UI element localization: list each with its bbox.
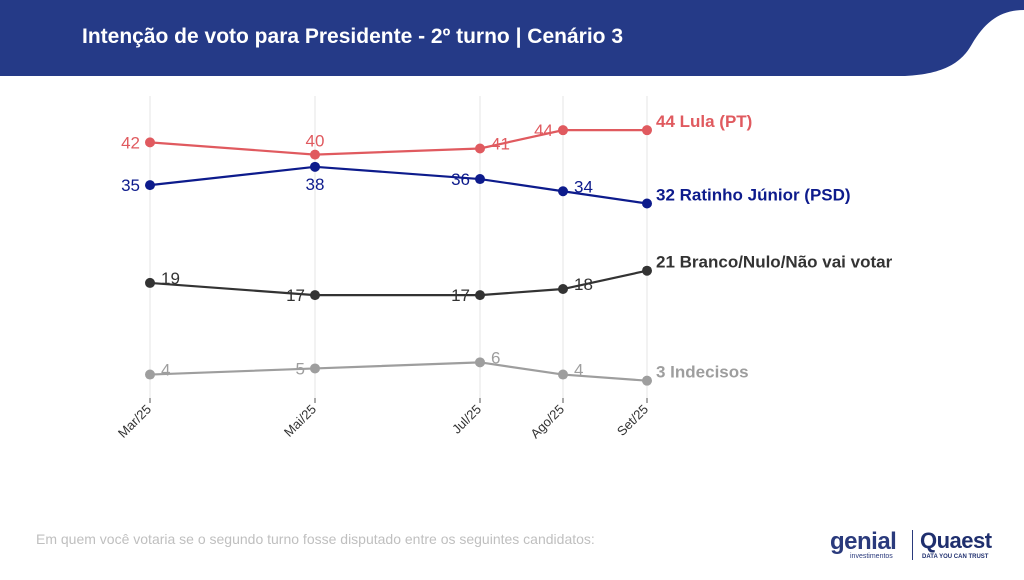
data-point-ratinho-3: [558, 186, 568, 197]
end-label-lula: 44 Lula (PT): [656, 112, 752, 131]
genial-logo: genial: [830, 528, 897, 555]
data-point-lula-0: [145, 137, 155, 148]
data-label-ratinho-3: 34: [574, 177, 593, 196]
end-label-ratinho: 32 Ratinho Júnior (PSD): [656, 185, 851, 204]
header-banner: Intenção de voto para Presidente - 2º tu…: [0, 0, 1024, 76]
x-tick-label-1: Mai/25: [281, 402, 319, 440]
data-point-branco-3: [558, 284, 568, 295]
data-point-ratinho-4: [642, 198, 652, 209]
data-point-lula-1: [310, 149, 320, 160]
data-point-indecisos-0: [145, 369, 155, 380]
x-tick-label-0: Mar/25: [115, 402, 154, 441]
data-label-ratinho-2: 36: [451, 170, 470, 189]
x-tick-label-3: Ago/25: [527, 402, 567, 442]
data-point-branco-1: [310, 290, 320, 301]
data-label-indecisos-3: 4: [574, 361, 583, 380]
data-label-indecisos-0: 4: [161, 361, 170, 380]
data-point-branco-2: [475, 290, 485, 301]
x-tick-label-2: Jul/25: [449, 402, 484, 437]
question-footnote: Em quem você votaria se o segundo turno …: [36, 531, 595, 547]
data-point-indecisos-4: [642, 375, 652, 386]
data-label-branco-0: 19: [161, 269, 180, 288]
chart-title: Intenção de voto para Presidente - 2º tu…: [82, 25, 623, 48]
data-label-lula-2: 41: [491, 134, 510, 153]
series-line-ratinho: [149, 165, 648, 205]
data-label-lula-0: 42: [121, 133, 140, 152]
series-line-indecisos: [149, 361, 648, 382]
data-label-lula-3: 44: [534, 121, 553, 140]
data-label-indecisos-1: 5: [296, 359, 305, 378]
x-tick-label-4: Set/25: [614, 402, 651, 439]
quaest-logo-tagline: DATA YOU CAN TRUST: [922, 554, 989, 560]
data-label-indecisos-2: 6: [491, 348, 500, 367]
data-point-lula-3: [558, 125, 568, 136]
data-point-lula-2: [475, 143, 485, 154]
data-label-branco-2: 17: [451, 286, 470, 305]
data-point-indecisos-1: [310, 363, 320, 374]
data-label-branco-3: 18: [574, 275, 593, 294]
quaest-logo: Quaest: [920, 528, 992, 553]
series-line-branco: [149, 269, 648, 297]
header-background: [0, 0, 1024, 76]
data-label-branco-1: 17: [286, 286, 305, 305]
data-point-branco-0: [145, 277, 155, 288]
data-point-lula-4: [642, 125, 652, 136]
logo-divider: [912, 530, 913, 560]
series-line-lula: [149, 129, 647, 156]
genial-logo-subtitle: investimentos: [850, 553, 893, 560]
data-point-ratinho-2: [475, 174, 485, 185]
data-label-lula-1: 40: [306, 132, 325, 151]
data-label-ratinho-1: 38: [306, 175, 325, 194]
brand-logos: genial investimentos Quaest DATA YOU CAN…: [828, 526, 1004, 566]
data-point-ratinho-0: [145, 180, 155, 191]
data-point-indecisos-3: [558, 369, 568, 380]
data-label-ratinho-0: 35: [121, 176, 140, 195]
end-label-indecisos: 3 Indecisos: [656, 363, 749, 382]
data-point-ratinho-1: [310, 161, 320, 172]
data-point-indecisos-2: [475, 357, 485, 368]
data-point-branco-4: [642, 265, 652, 276]
end-label-branco: 21 Branco/Nulo/Não vai votar: [656, 253, 893, 272]
